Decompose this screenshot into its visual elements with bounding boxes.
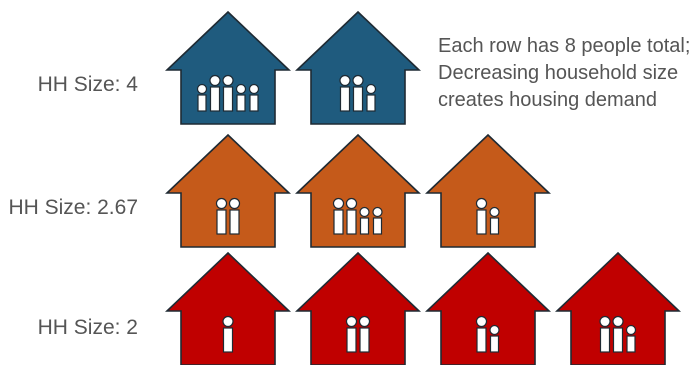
person-icon — [365, 83, 377, 112]
note-line-3: creates housing demand — [438, 89, 658, 111]
row-label-hh-2-67: HH Size: 2.67 — [8, 196, 138, 219]
house-icon — [164, 10, 292, 125]
person-icon — [196, 83, 208, 112]
house-icon — [424, 251, 552, 365]
person-icon — [475, 315, 488, 353]
house-icon — [164, 251, 292, 365]
person-icon — [352, 74, 364, 112]
person-icon — [228, 197, 241, 235]
houses-layer — [164, 10, 682, 365]
house-icon — [554, 251, 682, 365]
house-icon — [164, 133, 292, 248]
person-icon — [358, 315, 371, 353]
person-icon — [345, 315, 358, 353]
person-icon — [222, 315, 234, 353]
person-icon — [209, 74, 221, 112]
person-icon — [489, 324, 500, 353]
note-line-1: Each row has 8 people total; — [438, 35, 691, 57]
house-icon — [424, 133, 552, 248]
person-icon — [339, 74, 351, 112]
explanation-note: Each row has 8 people total; Decreasing … — [438, 33, 690, 114]
person-icon — [248, 83, 260, 112]
person-icon — [359, 206, 370, 235]
row-label-hh-4: HH Size: 4 — [37, 73, 138, 96]
note-line-2: Decreasing household size — [438, 62, 679, 84]
person-icon — [475, 197, 488, 235]
person-icon — [372, 206, 383, 235]
person-icon — [332, 197, 345, 235]
house-icon — [294, 10, 422, 125]
person-icon — [612, 315, 624, 353]
person-icon — [235, 83, 247, 112]
house-icon — [294, 133, 422, 248]
person-icon — [215, 197, 228, 235]
row-label-hh-2: HH Size: 2 — [37, 316, 138, 339]
house-icon — [294, 251, 422, 365]
person-icon — [345, 197, 358, 235]
person-icon — [222, 74, 234, 112]
person-icon — [489, 206, 500, 235]
person-icon — [599, 315, 611, 353]
person-icon — [625, 324, 637, 353]
